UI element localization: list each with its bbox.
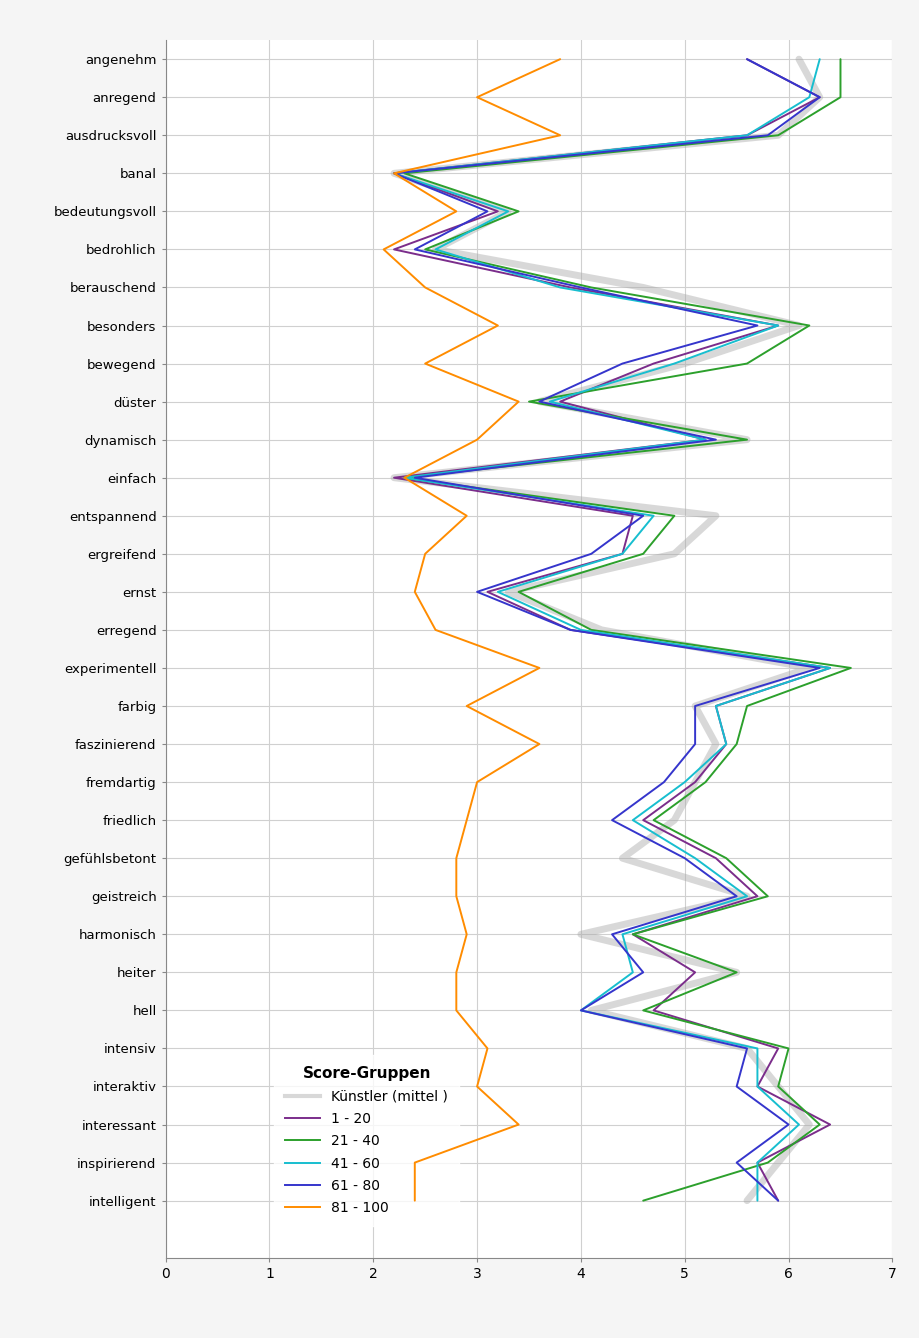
Legend: Künstler (mittel ), 1 - 20, 21 - 40, 41 - 60, 61 - 80, 81 - 100: Künstler (mittel ), 1 - 20, 21 - 40, 41 … <box>274 1056 459 1227</box>
